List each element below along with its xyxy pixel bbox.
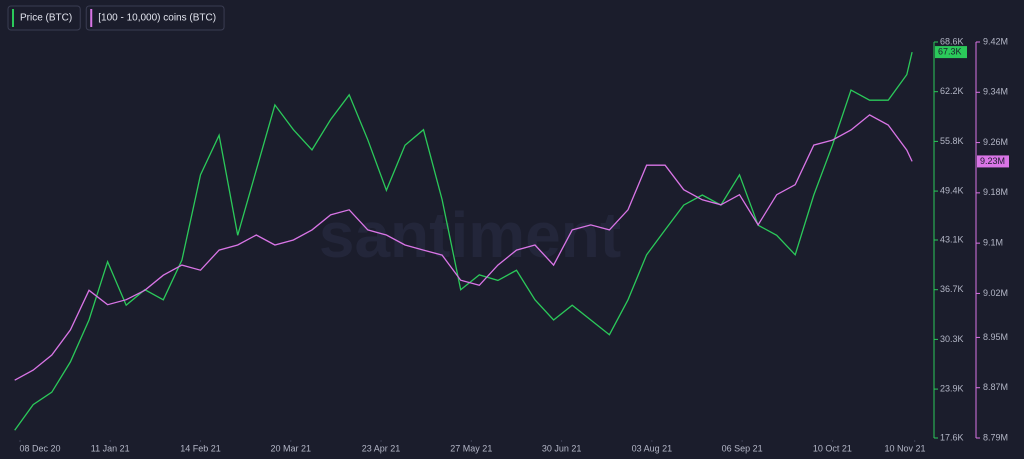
y2-tick-label: 8.79M — [983, 432, 1008, 442]
x-tick-label: 10 Nov 21 — [884, 443, 925, 453]
legend-swatch — [90, 9, 93, 27]
x-tick-label: 23 Apr 21 — [362, 443, 401, 453]
x-tick-label: 10 Oct 21 — [813, 443, 852, 453]
legend-box — [7, 5, 81, 31]
y2-tick-label: 9.1M — [983, 238, 1003, 248]
y2-tick-label: 9.34M — [983, 87, 1008, 97]
y2-tick-label: 9.42M — [983, 36, 1008, 46]
x-tick-label: 08 Dec 20 — [19, 443, 60, 453]
last-value-label: 9.23M — [980, 156, 1005, 166]
x-tick-label: 30 Jun 21 — [542, 443, 582, 453]
x-tick-label: 03 Aug 21 — [632, 443, 673, 453]
y-tick-label: 36.7K — [940, 284, 964, 294]
legend-label: Price (BTC) — [20, 13, 72, 24]
x-tick-label: 14 Feb 21 — [180, 443, 221, 453]
y-tick-label: 43.1K — [940, 234, 964, 244]
last-value-label: 67.3K — [938, 46, 962, 56]
last-value-badge — [977, 155, 1009, 168]
legend: Price (BTC) [100 - 10,000) coins (BTC) — [7, 5, 225, 31]
x-tick-label: 20 Mar 21 — [271, 443, 312, 453]
y-tick-label: 68.6K — [940, 36, 964, 46]
y-tick-label: 55.8K — [940, 136, 964, 146]
y2-tick-label: 8.95M — [983, 332, 1008, 342]
y-tick-label: 23.9K — [940, 383, 964, 393]
legend-swatch — [12, 9, 14, 27]
watermark: santiment — [319, 199, 621, 271]
series-line — [14, 114, 913, 381]
y-tick-label: 30.3K — [940, 334, 964, 344]
x-tick-label: 06 Sep 21 — [722, 443, 763, 453]
legend-box — [85, 5, 225, 31]
y2-tick-label: 9.02M — [983, 288, 1008, 298]
y2-tick-label: 8.87M — [983, 382, 1008, 392]
legend-label: [100 - 10,000) coins (BTC) — [98, 13, 216, 24]
y-tick-label: 17.6K — [940, 432, 964, 442]
y-tick-label: 49.4K — [940, 185, 964, 195]
x-tick-label: 27 May 21 — [450, 443, 492, 453]
y2-tick-label: 9.26M — [983, 137, 1008, 147]
legend-item: [100 - 10,000) coins (BTC) — [85, 5, 225, 31]
legend-item: Price (BTC) — [7, 5, 81, 31]
x-tick-label: 11 Jan 21 — [91, 443, 130, 453]
y-tick-label: 62.2K — [940, 86, 964, 96]
last-value-badge — [935, 46, 967, 59]
y2-tick-label: 9.18M — [983, 187, 1008, 197]
